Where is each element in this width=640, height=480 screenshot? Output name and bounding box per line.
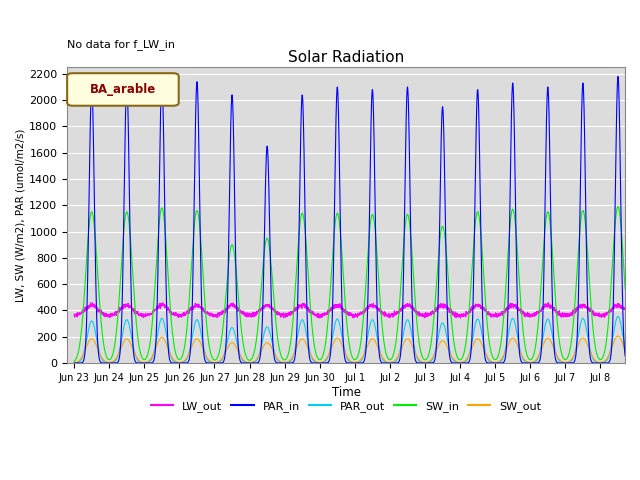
Title: Solar Radiation: Solar Radiation bbox=[288, 50, 404, 65]
Y-axis label: LW, SW (W/m2), PAR (umol/m2/s): LW, SW (W/m2), PAR (umol/m2/s) bbox=[15, 129, 25, 302]
Text: No data for f_LW_in: No data for f_LW_in bbox=[67, 38, 175, 49]
FancyBboxPatch shape bbox=[67, 73, 179, 106]
Text: BA_arable: BA_arable bbox=[90, 83, 156, 96]
X-axis label: Time: Time bbox=[332, 385, 360, 398]
Legend: LW_out, PAR_in, PAR_out, SW_in, SW_out: LW_out, PAR_in, PAR_out, SW_in, SW_out bbox=[147, 397, 545, 417]
